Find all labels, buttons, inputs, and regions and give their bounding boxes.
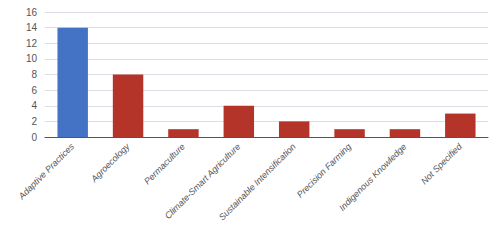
svg-text:10: 10 [26,53,38,64]
svg-text:12: 12 [26,38,38,49]
svg-text:2: 2 [31,116,37,127]
svg-text:Agroecology: Agroecology [88,141,131,184]
svg-text:6: 6 [31,85,37,96]
svg-text:Indigenous Knowledge: Indigenous Knowledge [337,141,408,212]
svg-text:Not Specified: Not Specified [419,141,465,187]
svg-text:14: 14 [26,22,38,33]
svg-text:16: 16 [26,7,38,18]
svg-text:Adaptive Practices: Adaptive Practices [16,141,77,202]
svg-text:Precision Farming: Precision Farming [295,141,353,199]
svg-text:Sustainable Intensification: Sustainable Intensification [217,141,298,222]
svg-text:Climate-Smart Agriculture: Climate-Smart Agriculture [162,141,243,221]
svg-text:Permaculture: Permaculture [142,141,187,186]
svg-text:4: 4 [31,100,37,111]
svg-text:0: 0 [31,132,37,143]
svg-text:8: 8 [31,69,37,80]
